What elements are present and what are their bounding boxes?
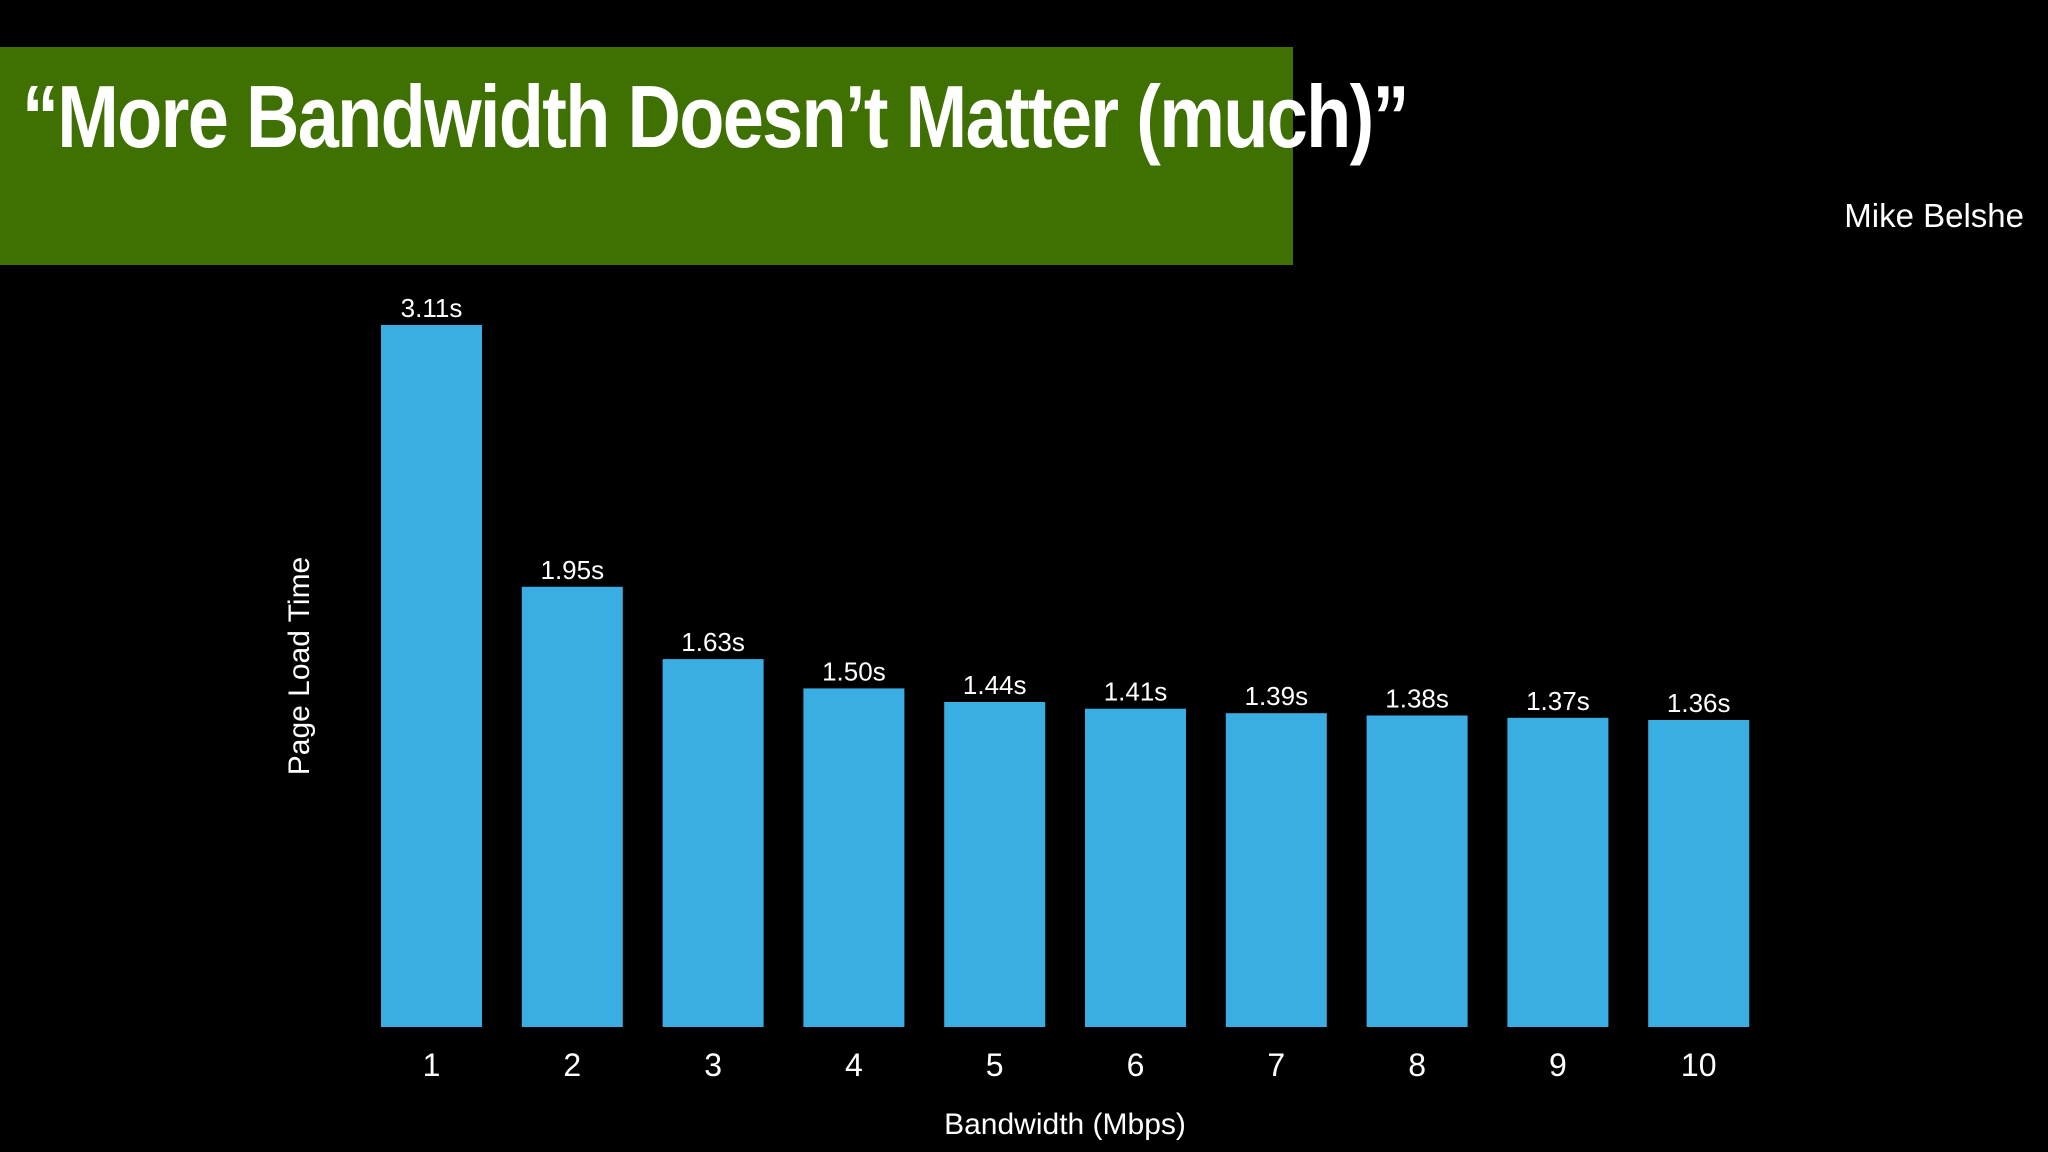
bar-1 <box>381 325 482 1027</box>
bar-7 <box>1225 713 1327 1027</box>
value-label-group: 3.11s 1.95s 1.63s 1.50s 1.44s 1.41s 1.39s 1.38s… <box>401 293 1731 718</box>
bar-3 <box>662 659 764 1027</box>
x-tick-label-9: 9 <box>1549 1047 1567 1083</box>
x-tick-label-6: 6 <box>1127 1047 1145 1083</box>
value-label-4: 1.50s <box>822 656 886 686</box>
value-label-2: 1.95s <box>540 555 604 585</box>
x-axis-label: Bandwidth (Mbps) <box>944 1108 1186 1141</box>
bar-8 <box>1366 715 1468 1027</box>
x-tick-label-1: 1 <box>423 1047 441 1083</box>
y-axis-label: Page Load Time <box>283 557 316 775</box>
bar-6 <box>1085 708 1186 1027</box>
x-tick-label-3: 3 <box>704 1047 722 1083</box>
x-tick-label-10: 10 <box>1681 1047 1717 1083</box>
value-label-10: 1.36s <box>1667 688 1731 718</box>
bar-5 <box>944 702 1046 1027</box>
x-tick-label-7: 7 <box>1267 1047 1285 1083</box>
bar-group <box>381 325 1750 1027</box>
title-banner <box>0 47 1293 265</box>
slide-author: Mike Belshe <box>1844 197 2024 234</box>
bar-4 <box>803 688 905 1027</box>
value-label-7: 1.39s <box>1244 681 1308 711</box>
x-tick-label-5: 5 <box>986 1047 1004 1083</box>
x-tick-label-4: 4 <box>845 1047 863 1083</box>
bar-9 <box>1507 717 1609 1027</box>
value-label-5: 1.44s <box>963 670 1027 700</box>
value-label-1: 3.11s <box>401 293 463 323</box>
bar-10 <box>1648 720 1750 1027</box>
bar-2 <box>521 586 623 1027</box>
x-tick-group: 1 2 3 4 5 6 7 8 9 10 <box>423 1047 1717 1083</box>
value-label-9: 1.37s <box>1526 686 1590 716</box>
value-label-3: 1.63s <box>681 627 745 657</box>
x-tick-label-2: 2 <box>563 1047 581 1083</box>
slide-title: “More Bandwidth Doesn’t Matter (much)” <box>22 67 1410 166</box>
value-label-8: 1.38s <box>1385 684 1449 714</box>
x-tick-label-8: 8 <box>1408 1047 1426 1083</box>
value-label-6: 1.41s <box>1104 677 1168 707</box>
